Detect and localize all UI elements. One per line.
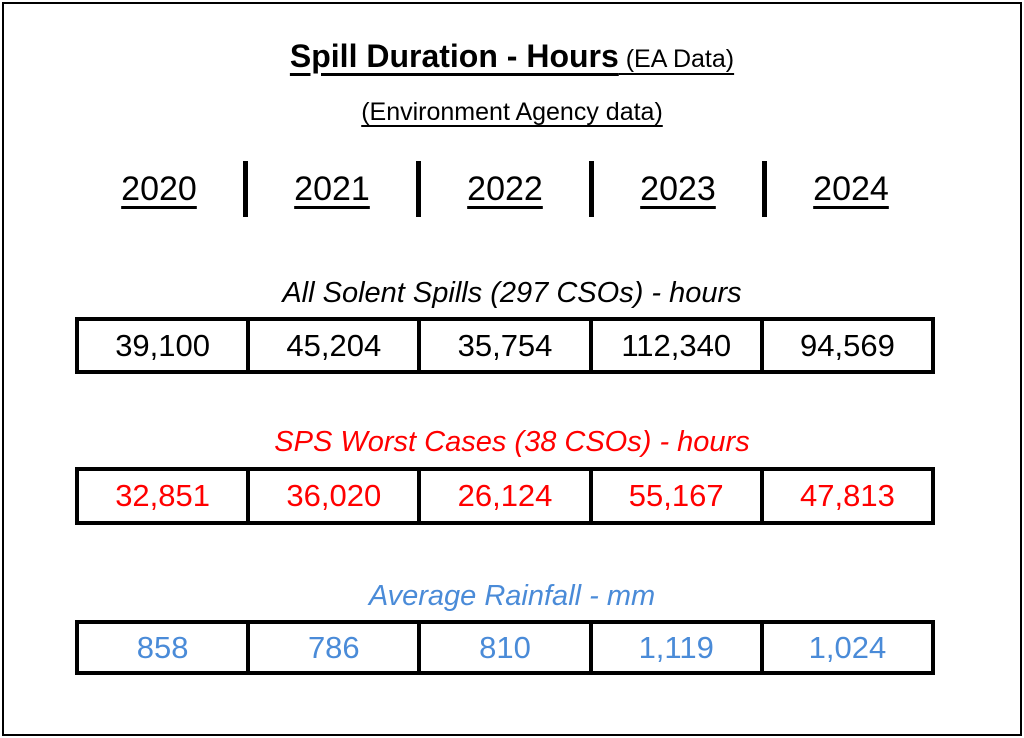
page-subtitle: (Environment Agency data) (361, 98, 663, 126)
table-cell: 112,340 (588, 321, 760, 370)
sps-worst-cases-header: SPS Worst Cases (38 CSOs) - hours (274, 426, 750, 458)
year-label-2022: 2022 (467, 169, 543, 208)
table-cell: 36,020 (246, 471, 417, 521)
year-separator (416, 161, 421, 217)
table-cell: 810 (417, 624, 588, 671)
table-cell: 32,851 (115, 478, 211, 513)
year-label-2024: 2024 (813, 169, 889, 208)
average-rainfall-table: 858 786 810 1,119 1,024 (75, 620, 935, 675)
table-cell: 94,569 (759, 321, 931, 370)
year-label-2021: 2021 (294, 169, 370, 208)
table-cell: 1,024 (759, 624, 931, 671)
table-cell: 47,813 (759, 471, 931, 521)
all-solent-spills-table: 39,100 45,204 35,754 112,340 94,569 (75, 317, 935, 374)
table-cell: 858 (136, 629, 189, 665)
years-header-row: 2020 2021 2022 2023 2024 (75, 160, 935, 218)
table-cell: 786 (246, 624, 417, 671)
table-cell: 1,119 (588, 624, 760, 671)
table-cell: 35,754 (417, 321, 588, 370)
table-cell: 45,204 (246, 321, 417, 370)
year-separator (762, 161, 767, 217)
year-label-2023: 2023 (640, 169, 716, 208)
title-main: Spill Duration - Hours (289, 38, 619, 74)
year-label-2020: 2020 (121, 169, 197, 208)
table-cell: 39,100 (115, 327, 211, 363)
table-cell: 55,167 (588, 471, 760, 521)
year-separator (243, 161, 248, 217)
all-solent-spills-header: All Solent Spills (297 CSOs) - hours (282, 277, 742, 309)
title-suffix: (EA Data) (618, 45, 735, 73)
sps-worst-cases-table: 32,851 36,020 26,124 55,167 47,813 (75, 467, 935, 525)
average-rainfall-header: Average Rainfall - mm (368, 580, 656, 612)
year-separator (589, 161, 594, 217)
table-cell: 26,124 (417, 471, 588, 521)
page-title: Spill Duration - Hours (EA Data) (0, 38, 1024, 75)
